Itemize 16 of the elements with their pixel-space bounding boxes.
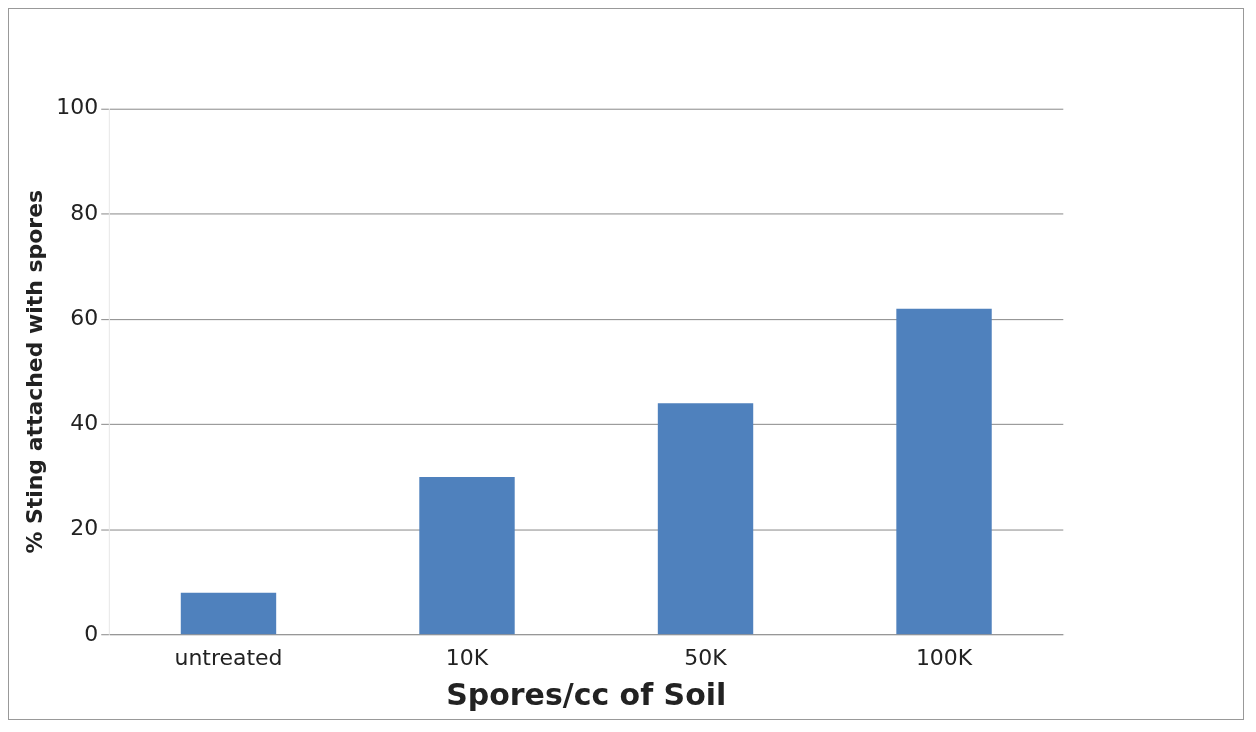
bar	[419, 477, 515, 635]
y-tick-label: 60	[70, 304, 99, 330]
y-tick-label: 0	[84, 620, 99, 646]
x-tick-label: untreated	[174, 644, 283, 670]
y-tick-label: 100	[56, 94, 99, 120]
x-tick-label: 100K	[915, 644, 973, 670]
x-tick-label: 10K	[445, 644, 489, 670]
x-axis-title: Spores/cc of Soil	[446, 676, 727, 712]
x-tick-label: 50K	[684, 644, 728, 670]
bar	[657, 403, 754, 635]
y-tick-label: 40	[70, 410, 99, 436]
bar	[896, 308, 992, 635]
bar	[180, 592, 277, 635]
y-axis-title: % Sting attached with spores	[21, 189, 47, 554]
y-tick-label: 80	[70, 199, 99, 225]
y-tick-label: 20	[70, 515, 99, 541]
